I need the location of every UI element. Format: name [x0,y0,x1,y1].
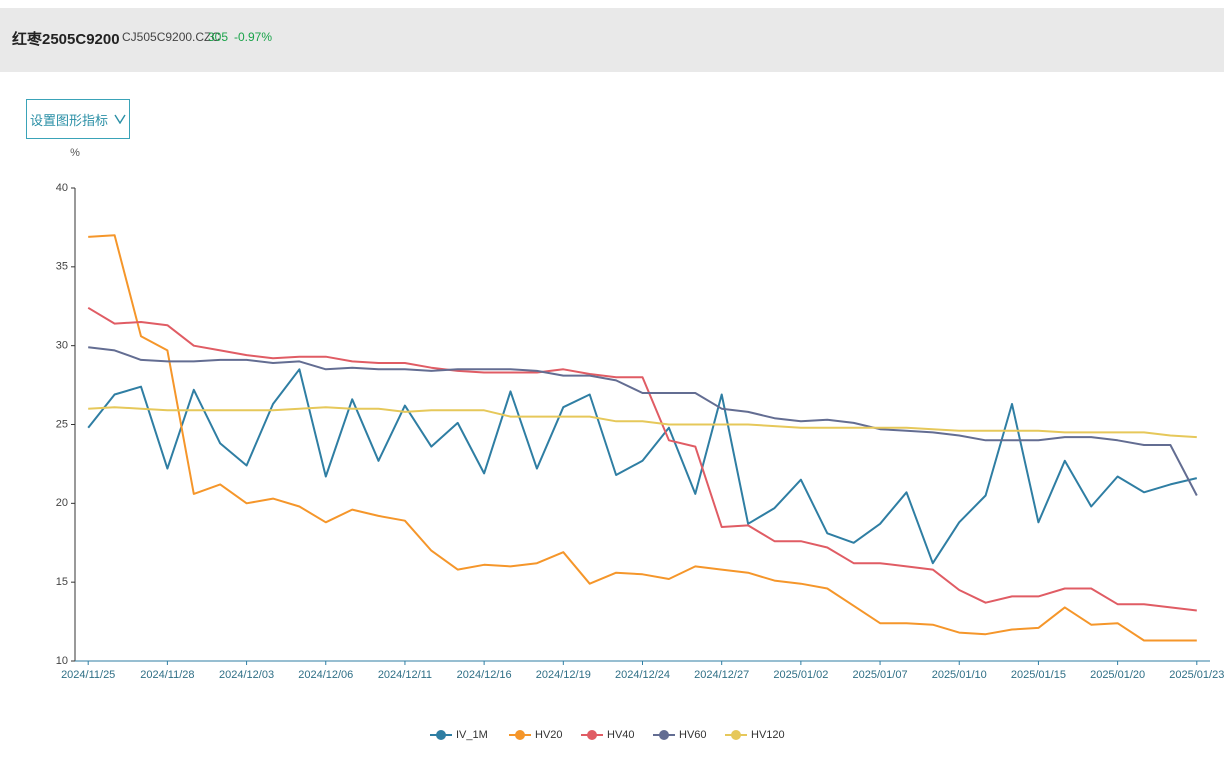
x-tick-label: 2024/12/06 [298,669,353,681]
x-tick-label: 2024/11/28 [140,669,194,681]
legend-item[interactable]: HV120 [725,729,785,741]
y-tick-label: 20 [56,497,68,509]
x-tick-label: 2024/12/11 [378,669,432,681]
x-tick-label: 2024/12/19 [536,669,591,681]
legend-item[interactable]: HV20 [509,729,563,741]
legend-label: IV_1M [456,729,488,741]
y-tick-label: 15 [56,576,68,588]
legend-item[interactable]: HV60 [653,729,707,741]
x-tick-label: 2024/11/25 [61,669,115,681]
x-tick-label: 2025/01/02 [773,669,828,681]
legend-item[interactable]: IV_1M [430,729,488,741]
series-line [88,346,1198,496]
y-tick-label: 10 [56,655,68,667]
legend-marker [587,730,597,740]
legend-marker [436,730,446,740]
legend-label: HV120 [751,729,785,741]
price: 305 [208,30,229,44]
y-tick-label: 40 [56,182,68,194]
legend-label: HV60 [679,729,707,741]
y-tick-label: 30 [56,340,68,352]
change: -0.97% [234,30,273,44]
x-tick-label: 2025/01/15 [1011,669,1066,681]
x-tick-label: 2025/01/07 [853,669,908,681]
contract-title: 红枣2505C9200 [12,31,120,48]
series-line [87,306,1197,612]
header-bar: 红枣2505C9200 CJ505C9200.CZC 305 -0.97% [0,8,1224,72]
y-axis-label: % [70,147,80,159]
indicator-button[interactable]: 设置图形指标 [26,99,130,139]
button-label: 设置图形指标 [29,112,108,128]
x-tick-label: 2025/01/23 [1169,669,1224,681]
series-line [88,406,1197,439]
x-tick-label: 2025/01/20 [1090,669,1145,681]
series-line [88,234,1197,642]
series-line [87,368,1198,565]
legend-marker [515,730,525,740]
legend-marker [731,730,741,740]
contract-code: CJ505C9200.CZC [122,30,221,44]
legend-marker [659,730,669,740]
x-tick-label: 2024/12/27 [694,669,749,681]
legend-label: HV20 [535,729,563,741]
x-tick-label: 2024/12/03 [219,669,274,681]
x-tick-label: 2024/12/24 [615,669,670,681]
y-tick-label: 25 [56,418,68,430]
y-tick-label: 35 [56,261,68,273]
legend-label: HV40 [607,729,635,741]
x-tick-label: 2024/12/16 [457,669,512,681]
legend-item[interactable]: HV40 [581,729,635,741]
x-tick-label: 2025/01/10 [932,669,987,681]
chevron-icon [114,114,126,124]
